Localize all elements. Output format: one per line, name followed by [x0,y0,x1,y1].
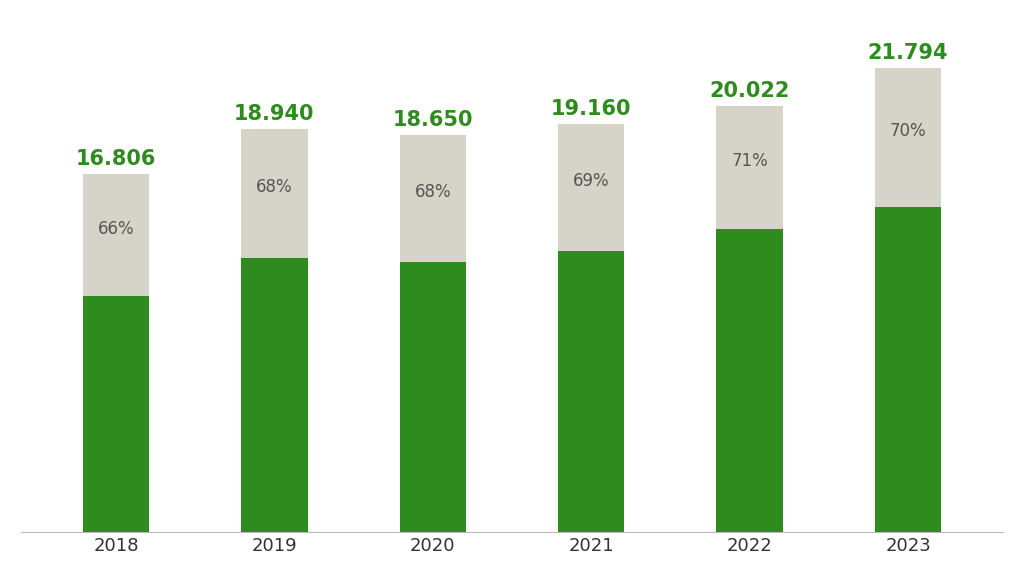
Text: 68%: 68% [415,183,452,201]
Bar [558,124,625,251]
Bar [83,296,150,532]
Bar [399,262,466,532]
Text: 20.022: 20.022 [710,81,790,101]
Text: 68%: 68% [256,178,293,196]
Bar [241,128,307,258]
Text: 19.160: 19.160 [551,99,632,119]
Text: 70%: 70% [890,122,927,139]
Bar [241,258,307,532]
Bar [717,229,783,532]
Bar [399,135,466,262]
Text: 21.794: 21.794 [868,43,948,63]
Bar [83,174,150,296]
Text: 18.940: 18.940 [234,104,314,124]
Text: 69%: 69% [572,172,609,190]
Bar [874,207,941,532]
Text: 71%: 71% [731,152,768,170]
Text: 16.806: 16.806 [76,149,156,169]
Bar [874,68,941,207]
Text: 18.650: 18.650 [392,110,473,130]
Bar [717,105,783,229]
Bar [558,251,625,532]
Text: 66%: 66% [97,220,134,238]
